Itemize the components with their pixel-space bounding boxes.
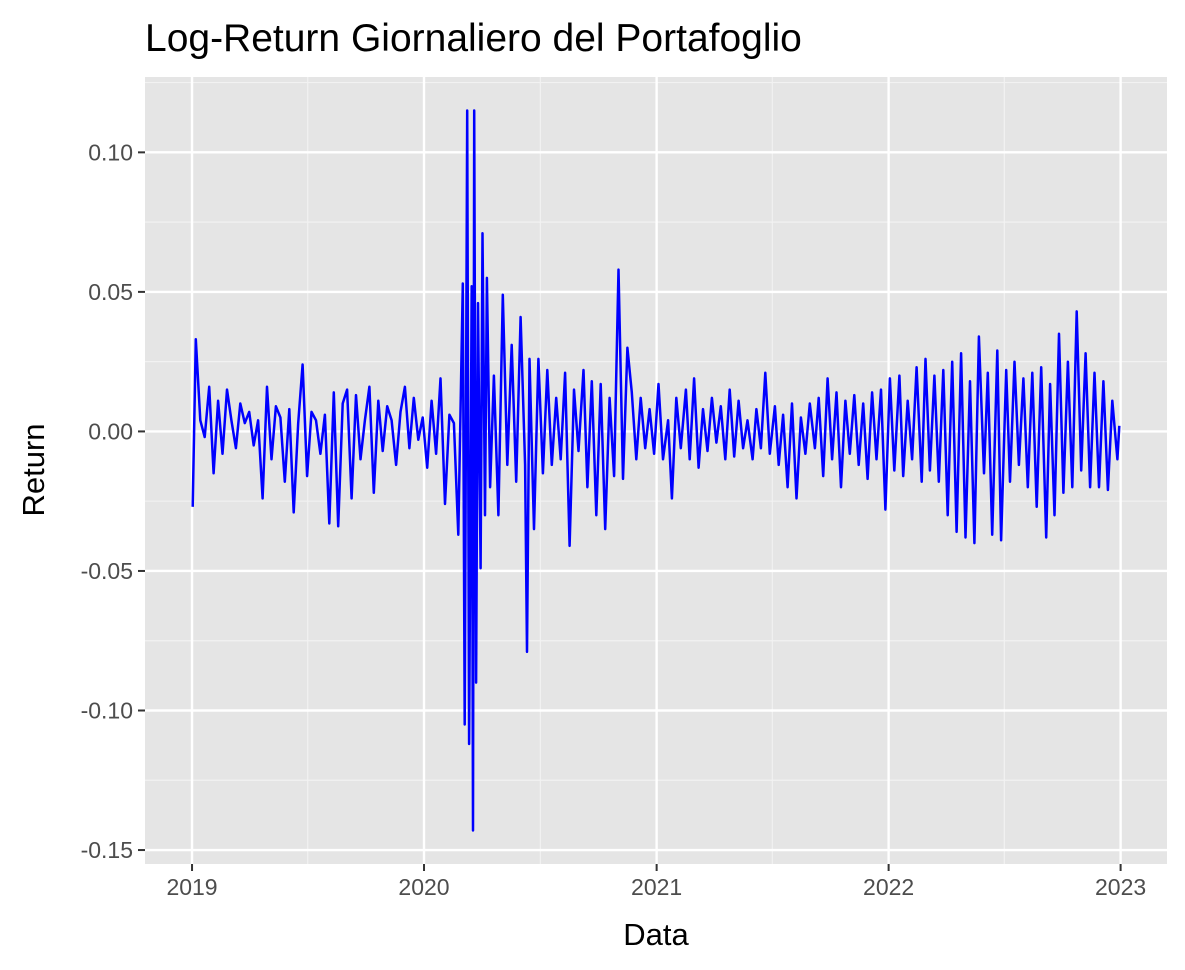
y-tick-label: 0.05: [88, 279, 133, 305]
x-tick-label: 2022: [863, 874, 914, 900]
axis-layer: 0.10 0.05 0.00 -0.05 -0.10 -0.15 2019 2020 2021 2…: [81, 139, 1147, 900]
y-tick-label: -0.05: [81, 558, 133, 584]
y-tick-label: 0.10: [88, 139, 133, 165]
y-tick-label: -0.10: [81, 698, 133, 724]
series-line-log-return: [191, 109, 1121, 832]
x-axis-title: Data: [623, 917, 689, 952]
x-tick-label: 2020: [398, 874, 449, 900]
y-axis-title: Return: [16, 423, 51, 516]
y-tick-label: 0.00: [88, 418, 133, 444]
y-tick-label: -0.15: [81, 837, 133, 863]
x-tick-label: 2021: [631, 874, 682, 900]
x-tick-label: 2023: [1095, 874, 1146, 900]
x-tick-label: 2019: [166, 874, 217, 900]
chart-title: Log-Return Giornaliero del Portafoglio: [145, 17, 802, 60]
